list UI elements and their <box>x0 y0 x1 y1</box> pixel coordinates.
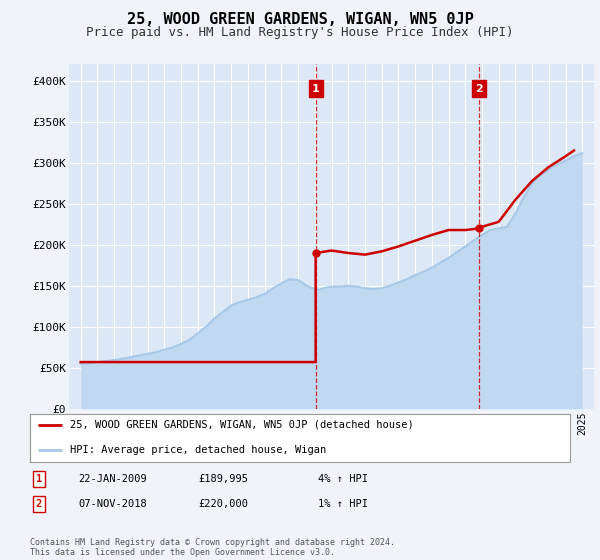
Text: 07-NOV-2018: 07-NOV-2018 <box>78 499 147 509</box>
Text: HPI: Average price, detached house, Wigan: HPI: Average price, detached house, Wiga… <box>71 445 327 455</box>
Text: £220,000: £220,000 <box>198 499 248 509</box>
Text: 2: 2 <box>476 83 484 94</box>
Text: Price paid vs. HM Land Registry's House Price Index (HPI): Price paid vs. HM Land Registry's House … <box>86 26 514 39</box>
Text: 1: 1 <box>312 83 319 94</box>
Text: 1% ↑ HPI: 1% ↑ HPI <box>318 499 368 509</box>
Text: 22-JAN-2009: 22-JAN-2009 <box>78 474 147 484</box>
Text: £189,995: £189,995 <box>198 474 248 484</box>
Text: Contains HM Land Registry data © Crown copyright and database right 2024.
This d: Contains HM Land Registry data © Crown c… <box>30 538 395 557</box>
Text: 25, WOOD GREEN GARDENS, WIGAN, WN5 0JP (detached house): 25, WOOD GREEN GARDENS, WIGAN, WN5 0JP (… <box>71 420 414 430</box>
Text: 1: 1 <box>36 474 42 484</box>
Text: 25, WOOD GREEN GARDENS, WIGAN, WN5 0JP: 25, WOOD GREEN GARDENS, WIGAN, WN5 0JP <box>127 12 473 27</box>
Text: 4% ↑ HPI: 4% ↑ HPI <box>318 474 368 484</box>
Text: 2: 2 <box>36 499 42 509</box>
